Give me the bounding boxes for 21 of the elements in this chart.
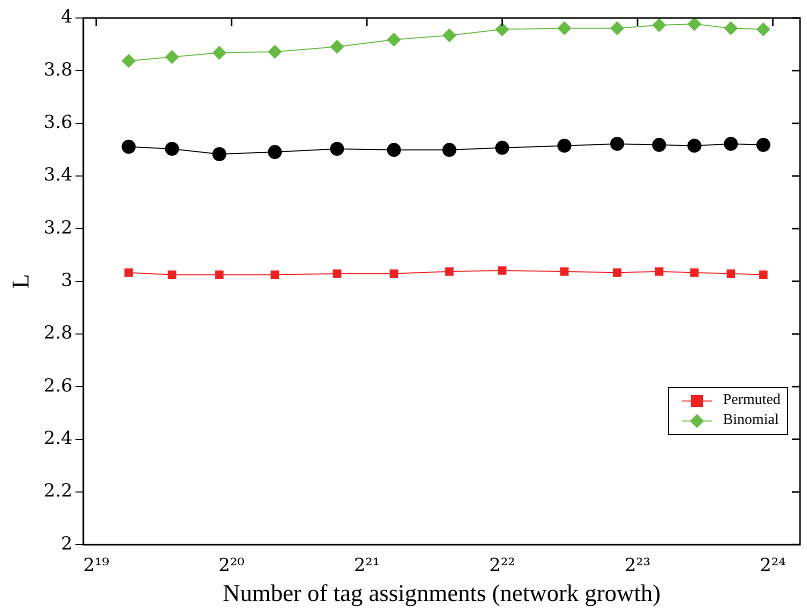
y-tick-label: 2.8: [44, 322, 72, 344]
y-axis-title: L: [8, 274, 35, 289]
y-tick-label: 4: [60, 6, 72, 28]
y-tick-label: 2.2: [44, 480, 72, 502]
x-tick-label: 2²⁰: [218, 555, 244, 576]
y-tick-label: 2.6: [44, 375, 72, 396]
y-tick-label: 2.4: [44, 428, 72, 449]
x-tick-label: 2¹⁹: [83, 555, 110, 576]
legend-label: Permuted: [723, 392, 780, 410]
legend-label: Binomial: [723, 412, 779, 430]
y-tick-label: 3.2: [44, 217, 72, 238]
x-tick-label: 2²³: [624, 555, 650, 576]
y-tick-label: 3.6: [44, 112, 72, 133]
y-tick-label: 2: [60, 533, 72, 554]
x-tick-label: 2²⁴: [760, 555, 786, 576]
y-tick-label: 3.4: [44, 164, 72, 186]
x-tick-label: 2²²: [489, 555, 516, 576]
x-axis-title: Number of tag assignments (network growth): [222, 580, 661, 607]
y-tick-label: 3.8: [44, 59, 72, 80]
x-tick-label: 2²¹: [354, 555, 380, 576]
y-tick-label: 3: [60, 270, 72, 291]
